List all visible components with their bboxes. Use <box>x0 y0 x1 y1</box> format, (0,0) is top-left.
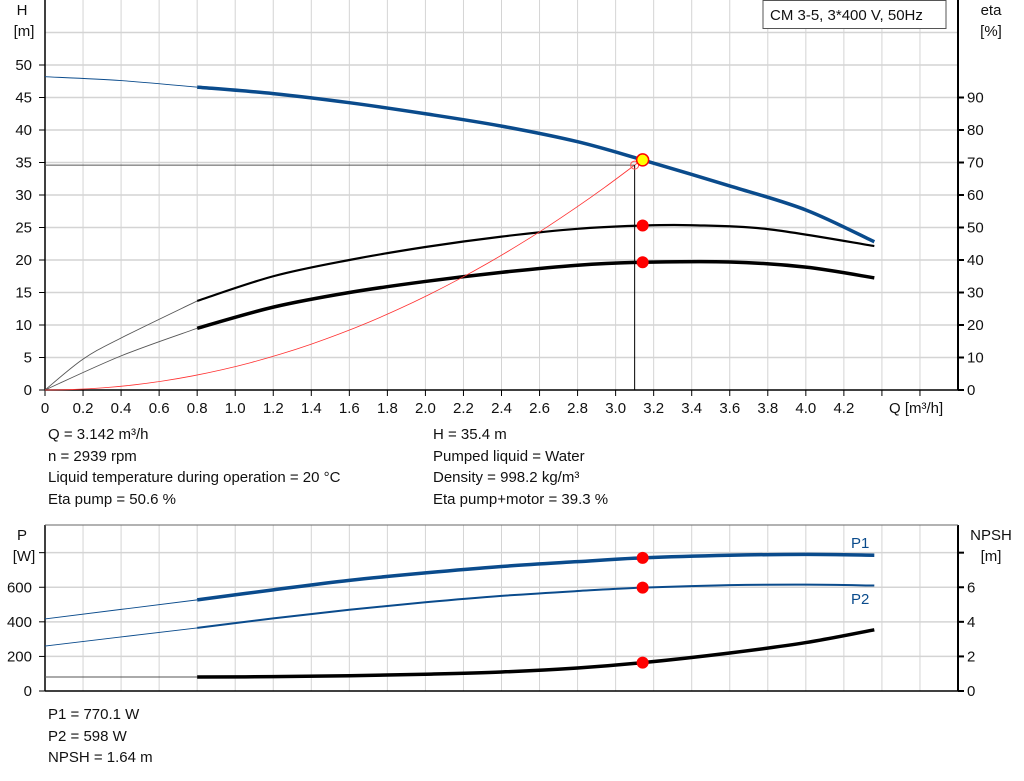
eta-pump-motor-marker <box>636 256 649 269</box>
x-tick-label: 0.4 <box>111 400 132 417</box>
info-temperature: Liquid temperature during operation = 20… <box>48 469 341 486</box>
info-eta-pump: Eta pump = 50.6 % <box>48 490 176 508</box>
y-tick-label: 0 <box>24 683 32 700</box>
y2-axis-unit: [m] <box>981 548 1002 565</box>
x-tick-label: 4.2 <box>833 400 854 417</box>
x-tick-label: 3.4 <box>681 400 702 417</box>
series-eta-pump-extension <box>44 300 198 391</box>
x-tick-label: 4.0 <box>795 400 816 417</box>
x-tick-label: 2.6 <box>529 400 550 417</box>
y-tick-label: 25 <box>15 220 32 237</box>
y2-tick-label: 40 <box>967 252 984 269</box>
x-tick-label: 2.8 <box>567 400 588 417</box>
y2-tick-label: 60 <box>967 187 984 204</box>
y-axis-label: P <box>17 527 27 544</box>
y-tick-label: 400 <box>7 614 32 631</box>
y2-axis-unit: [%] <box>980 23 1002 40</box>
series-H-extension <box>44 76 198 88</box>
pump-title: CM 3-5, 3*400 V, 50Hz <box>770 7 923 24</box>
series-H <box>197 85 876 244</box>
y2-tick-label: 70 <box>967 155 984 172</box>
y2-tick-label: 6 <box>967 579 975 596</box>
y-tick-label: 20 <box>15 252 32 269</box>
info-p2: P2 = 598 W <box>48 727 127 745</box>
x-tick-label: 2.4 <box>491 400 512 417</box>
eta-pump-marker <box>636 219 649 232</box>
x-tick-label: 3.2 <box>643 400 664 417</box>
x-tick-label: 1.2 <box>263 400 284 417</box>
series-eta-pump <box>196 223 875 302</box>
y2-tick-label: 30 <box>967 285 984 302</box>
info-left: Q = 3.142 m³/h n = 2939 rpm Liquid tempe… <box>48 424 340 510</box>
y-tick-label: 45 <box>15 90 32 107</box>
operating-point-marker <box>635 153 650 167</box>
series-P2-extension <box>44 627 198 647</box>
info-npsh: NPSH = 1.64 m <box>48 749 153 766</box>
y-tick-label: 200 <box>7 648 32 665</box>
y2-tick-label: 2 <box>967 648 975 665</box>
y2-axis-label: eta <box>981 2 1003 19</box>
info-density: Density = 998.2 kg/m³ <box>433 469 580 486</box>
y2-axis-label: NPSH <box>970 527 1012 544</box>
x-tick-label: 0.6 <box>149 400 170 417</box>
series-P1 <box>196 552 875 602</box>
y-tick-label: 600 <box>7 579 32 596</box>
series-P1-extension <box>44 599 198 620</box>
x-tick-label: 2.2 <box>453 400 474 417</box>
x-tick-label: 0 <box>41 400 49 417</box>
y-tick-label: 10 <box>15 317 32 334</box>
series-system-curve <box>44 163 638 391</box>
x-tick-label: 1.8 <box>377 400 398 417</box>
y2-tick-label: 0 <box>967 683 975 700</box>
info-liquid: Pumped liquid = Water <box>433 447 585 465</box>
series-eta-pump-motor-extension <box>44 327 198 391</box>
series-P2-label: P2 <box>851 591 869 608</box>
y2-tick-label: 50 <box>967 220 984 237</box>
series-P1-label: P1 <box>851 535 869 552</box>
x-tick-label: 0.2 <box>73 400 94 417</box>
info-right: H = 35.4 m Pumped liquid = Water Density… <box>433 424 608 510</box>
y-axis-unit: [W] <box>13 548 36 565</box>
info-speed: n = 2939 rpm <box>48 447 137 465</box>
info-q: Q = 3.142 m³/h <box>48 426 149 443</box>
y-tick-label: 5 <box>24 350 32 367</box>
x-tick-label: 3.8 <box>757 400 778 417</box>
info-bottom: P1 = 770.1 W P2 = 598 W NPSH = 1.64 m <box>48 704 153 769</box>
x-tick-label: 3.6 <box>719 400 740 417</box>
series-P2 <box>197 583 875 629</box>
y-tick-label: 40 <box>15 122 32 139</box>
series-eta-pump-motor <box>196 259 875 330</box>
x-tick-label: 1.6 <box>339 400 360 417</box>
y-tick-label: 50 <box>15 57 32 74</box>
y2-tick-label: 80 <box>967 122 984 139</box>
y2-tick-label: 4 <box>967 614 975 631</box>
y2-tick-label: 20 <box>967 317 984 334</box>
y2-tick-label: 90 <box>967 90 984 107</box>
x-axis-label: Q [m³/h] <box>889 400 943 417</box>
info-h: H = 35.4 m <box>433 426 507 443</box>
npsh-marker <box>636 656 649 669</box>
x-tick-label: 1.0 <box>225 400 246 417</box>
x-tick-label: 2.0 <box>415 400 436 417</box>
info-eta-pump-motor: Eta pump+motor = 39.3 % <box>433 490 609 508</box>
y2-tick-label: 0 <box>967 382 975 399</box>
x-tick-label: 0.8 <box>187 400 208 417</box>
y2-tick-label: 10 <box>967 350 984 367</box>
p2-marker <box>636 581 649 594</box>
y-axis-label: H <box>17 2 28 19</box>
series-NPSH <box>197 628 875 679</box>
pump-title-box <box>762 0 947 29</box>
y-tick-label: 30 <box>15 187 32 204</box>
y-axis-unit: [m] <box>14 23 35 40</box>
y-tick-label: 15 <box>15 285 32 302</box>
x-tick-label: 3.0 <box>605 400 626 417</box>
info-p1: P1 = 770.1 W <box>48 706 140 723</box>
y-tick-label: 35 <box>15 155 32 172</box>
x-tick-label: 1.4 <box>301 400 322 417</box>
y-tick-label: 0 <box>24 382 32 399</box>
p1-marker <box>636 551 649 564</box>
